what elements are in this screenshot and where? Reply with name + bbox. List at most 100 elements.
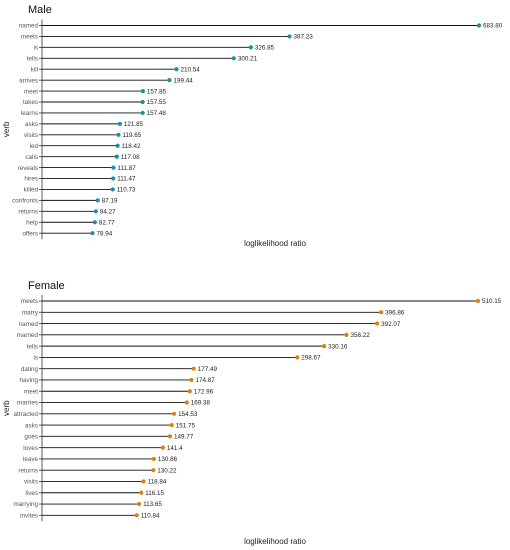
value-label: 87.19 xyxy=(102,198,118,205)
panel-title: Male xyxy=(28,4,52,16)
lollipop-point xyxy=(295,355,300,360)
value-label: 356.22 xyxy=(350,332,370,339)
value-label: 199.44 xyxy=(173,77,193,84)
y-tick-label: takes xyxy=(23,99,38,106)
value-label: 84.27 xyxy=(100,209,116,216)
lollipop-point xyxy=(90,231,95,236)
value-label: 392.07 xyxy=(381,321,401,328)
lollipop-point xyxy=(191,366,196,371)
lollipop-point xyxy=(140,88,145,94)
y-tick-label: lives xyxy=(25,490,38,497)
lollipop-point xyxy=(174,67,179,72)
y-tick-label: asks xyxy=(25,121,38,128)
y-tick-label: led xyxy=(30,143,39,150)
lollipop-point xyxy=(140,99,145,105)
lollipop-point xyxy=(139,490,144,495)
y-tick-label: goes xyxy=(24,434,38,441)
lollipop-point xyxy=(231,56,236,61)
y-tick-label: attracted xyxy=(13,411,38,418)
value-label: 111.47 xyxy=(117,176,136,183)
value-label: 110.73 xyxy=(117,187,136,194)
value-label: 78.94 xyxy=(96,230,112,237)
y-tick-label: meets xyxy=(21,34,38,41)
lollipop-point xyxy=(110,187,115,192)
y-tick-label: meets xyxy=(21,298,38,305)
value-label: 210.54 xyxy=(181,66,201,73)
y-tick-label: named xyxy=(19,23,39,30)
y-tick-label: leave xyxy=(23,456,39,463)
value-label: 116.15 xyxy=(145,490,164,497)
y-tick-label: married xyxy=(17,332,39,339)
y-tick-label: invites xyxy=(20,513,38,520)
value-label: 110.84 xyxy=(141,513,160,520)
y-tick-label: marrying xyxy=(14,501,39,508)
y-axis-title: verb xyxy=(2,121,11,137)
lollipop-point xyxy=(116,132,121,137)
value-label: 157.85 xyxy=(147,88,167,95)
lollipop-point xyxy=(111,176,116,181)
value-label: 121.85 xyxy=(124,121,144,128)
value-label: 157.48 xyxy=(147,110,167,117)
lollipop-point xyxy=(379,310,384,315)
lollipop-point xyxy=(374,321,380,326)
lollipop-point xyxy=(184,400,189,405)
lollipop-point xyxy=(169,422,174,428)
value-label: 330.16 xyxy=(328,343,348,350)
y-axis-title: verb xyxy=(2,400,11,416)
lollipop-point xyxy=(151,468,156,473)
lollipop-point xyxy=(322,344,327,349)
y-tick-label: is xyxy=(33,45,38,52)
lollipop-point xyxy=(92,220,97,225)
lollipop-point xyxy=(115,143,120,148)
value-label: 298.67 xyxy=(301,355,321,362)
y-tick-label: asks xyxy=(25,422,38,429)
y-tick-label: returns xyxy=(18,209,38,216)
value-label: 177.49 xyxy=(198,366,218,373)
lollipop-point xyxy=(167,78,172,83)
y-tick-label: confronts xyxy=(12,198,38,205)
panel-title: Female xyxy=(28,280,65,292)
y-tick-label: meet xyxy=(24,88,38,95)
lollipop-point xyxy=(134,513,139,518)
y-tick-label: offers xyxy=(22,230,38,237)
x-axis-title: loglikelihood ratio xyxy=(244,239,306,248)
value-label: 326.85 xyxy=(255,45,275,52)
lollipop-point xyxy=(141,479,146,484)
lollipop-point xyxy=(476,23,482,28)
lollipop-point xyxy=(117,121,122,126)
value-label: 300.21 xyxy=(238,55,258,62)
value-label: 111.87 xyxy=(117,165,136,172)
y-tick-label: learns xyxy=(21,110,38,117)
lollipop-point xyxy=(171,411,177,416)
value-label: 130.86 xyxy=(158,456,178,463)
y-tick-label: marry xyxy=(22,309,39,316)
value-label: 113.65 xyxy=(143,501,162,508)
value-label: 119.65 xyxy=(122,132,141,139)
y-tick-label: tells xyxy=(27,343,38,350)
lollipop-point xyxy=(187,389,192,394)
value-label: 510.15 xyxy=(482,298,502,305)
y-tick-label: named xyxy=(19,321,39,328)
x-axis-title: loglikelihood ratio xyxy=(244,537,306,546)
value-label: 117.08 xyxy=(121,154,140,161)
value-label: 118.84 xyxy=(148,479,167,486)
lollipop-point xyxy=(95,198,100,203)
y-tick-label: meet xyxy=(24,388,38,395)
value-label: 151.75 xyxy=(176,422,196,429)
value-label: 141.4 xyxy=(167,445,183,452)
value-label: 118.42 xyxy=(122,143,141,150)
y-tick-label: marries xyxy=(17,400,38,407)
y-tick-label: returns xyxy=(18,467,38,474)
lollipop-point xyxy=(189,377,194,383)
y-tick-label: visits xyxy=(24,132,38,139)
lollipop-point xyxy=(160,445,165,450)
value-label: 174.87 xyxy=(195,377,215,384)
y-tick-label: dating xyxy=(21,366,39,373)
lollipop-point xyxy=(140,110,145,116)
lollipop-point xyxy=(114,154,119,159)
value-label: 387.23 xyxy=(293,34,313,41)
y-tick-label: help xyxy=(26,219,38,226)
value-label: 130.22 xyxy=(157,467,177,474)
y-tick-label: tells xyxy=(27,55,38,62)
